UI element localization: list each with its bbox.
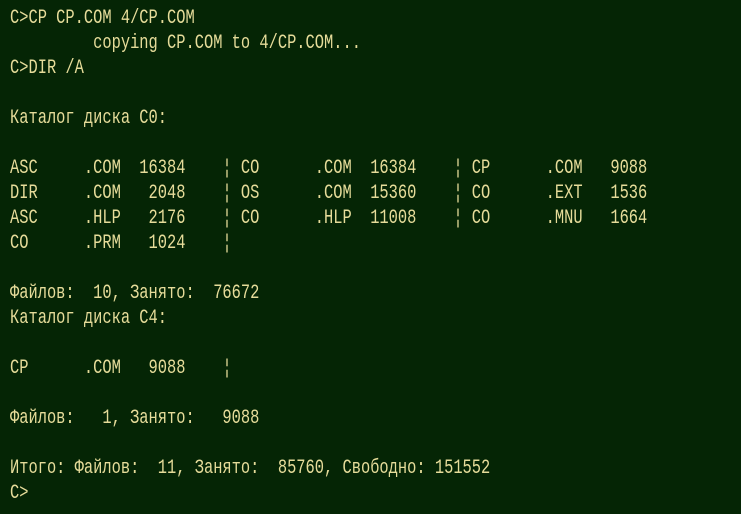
terminal-line: copying CP.COM to 4/CP.COM...: [10, 31, 361, 55]
terminal-line: C>CP CP.COM 4/CP.COM: [10, 6, 195, 30]
terminal-line: Каталог диска C4:: [10, 306, 168, 330]
terminal-line: ASC .HLP 2176 ¦ CO .HLP 11008 ¦ CO .MNU …: [10, 206, 648, 230]
terminal-line: ASC .COM 16384 ¦ CO .COM 16384 ¦ CP .COM…: [10, 156, 648, 180]
terminal-line: CO .PRM 1024 ¦: [10, 231, 232, 255]
terminal-line: C>: [10, 481, 29, 505]
terminal-line: Файлов: 1, Занято: 9088: [10, 406, 260, 430]
terminal-line: Файлов: 10, Занято: 76672: [10, 281, 260, 305]
terminal-line: Каталог диска C0:: [10, 106, 168, 130]
terminal-line: CP .COM 9088 ¦: [10, 356, 232, 380]
terminal-line: DIR .COM 2048 ¦ OS .COM 15360 ¦ CO .EXT …: [10, 181, 648, 205]
terminal-line: C>DIR /A: [10, 56, 84, 80]
terminal-line: Итого: Файлов: 11, Занято: 85760, Свобод…: [10, 456, 491, 480]
